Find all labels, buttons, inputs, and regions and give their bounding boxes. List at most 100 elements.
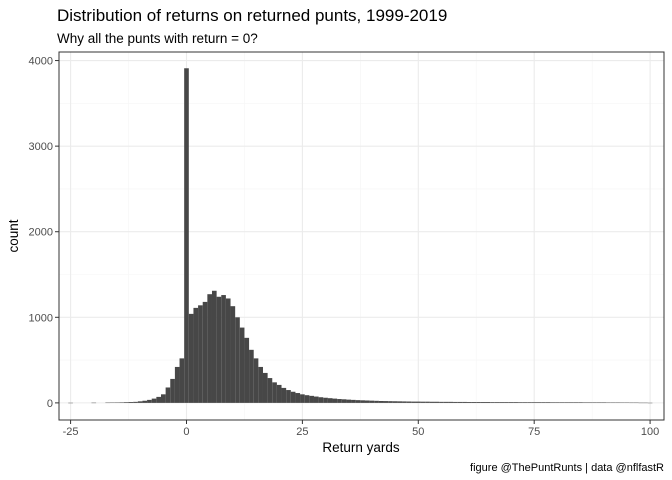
histogram-bar: [179, 358, 185, 403]
histogram-bar: [578, 402, 583, 403]
histogram-bar: [253, 358, 259, 403]
plot-panel: [59, 52, 664, 420]
histogram-bar: [295, 393, 301, 403]
y-tick-label: 3000: [29, 141, 53, 153]
histogram-bar: [216, 296, 222, 403]
histogram-bar: [276, 384, 282, 403]
histogram-bar: [439, 401, 444, 403]
histogram-bar: [402, 401, 407, 403]
x-tick-label: 50: [412, 426, 424, 438]
histogram-bar: [517, 402, 523, 403]
histogram-bar: [290, 391, 296, 403]
histogram-bar: [235, 317, 240, 403]
histogram-bar: [318, 397, 324, 403]
histogram-bar: [541, 402, 546, 403]
histogram-bar: [160, 394, 166, 403]
histogram-bar: [207, 294, 212, 403]
histogram-bar: [309, 395, 314, 403]
histogram-bar: [170, 378, 175, 403]
histogram-bar: [536, 402, 542, 403]
histogram-bar: [346, 399, 352, 403]
y-tick-label: 1000: [29, 312, 53, 324]
histogram-bar: [262, 372, 268, 403]
histogram-bar: [332, 398, 338, 403]
y-tick-label: 0: [47, 398, 53, 410]
histogram-bar: [466, 402, 472, 403]
plot-panel-border: [58, 51, 665, 421]
histogram-bar: [304, 395, 310, 403]
histogram-bar: [193, 307, 199, 403]
histogram-bar: [337, 399, 342, 403]
histogram-bar: [239, 327, 245, 403]
histogram-bar: [490, 402, 495, 403]
histogram-bar: [504, 402, 509, 403]
histogram-bar: [281, 387, 287, 403]
histogram-bar: [221, 295, 226, 403]
histogram-bar: [374, 400, 379, 403]
histogram-bar: [188, 313, 194, 403]
histogram-bar: [225, 298, 231, 403]
histogram-bar: [555, 402, 560, 403]
x-tick-label: 75: [528, 426, 540, 438]
histogram-bar: [156, 396, 161, 403]
histogram-bar: [499, 402, 505, 403]
histogram-bar: [351, 399, 356, 403]
histogram-bar: [429, 401, 435, 403]
histogram-bar: [383, 401, 389, 403]
histogram-bar: [244, 337, 250, 403]
histogram-bar: [128, 402, 134, 403]
histogram-bar: [360, 400, 365, 403]
histogram-bar: [184, 68, 189, 403]
histogram-bar: [522, 402, 528, 403]
histogram-bar: [485, 402, 491, 403]
histogram-bar: [151, 398, 157, 403]
histogram-bar: [133, 401, 138, 403]
x-axis-title: Return yards: [322, 440, 400, 455]
histogram-bar: [550, 402, 556, 403]
chart-caption: figure @ThePuntRunts | data @nflfastR: [470, 462, 664, 474]
histogram-bar: [392, 401, 398, 403]
histogram-bar: [601, 402, 607, 403]
histogram-bar: [198, 305, 203, 403]
histogram-bar: [457, 401, 463, 403]
x-tick-label: 0: [183, 426, 189, 438]
histogram-bar: [559, 402, 565, 403]
histogram-bar: [527, 402, 532, 403]
histogram-bar: [355, 400, 361, 403]
histogram-bar: [582, 402, 588, 403]
y-tick-label: 4000: [29, 56, 53, 68]
x-tick-label: 25: [296, 426, 308, 438]
histogram-bar: [592, 402, 597, 403]
histogram-bar: [443, 401, 449, 403]
histogram-bar: [341, 399, 347, 403]
histogram-bar: [531, 402, 537, 403]
histogram-bars: [68, 68, 653, 404]
x-tick-label: -25: [63, 426, 79, 438]
histogram-bar: [165, 387, 171, 403]
x-tick-label: 100: [641, 426, 659, 438]
histogram-bar: [272, 382, 277, 403]
histogram-bar: [573, 402, 579, 403]
histogram-bar: [364, 400, 370, 403]
histogram-bar: [202, 301, 208, 403]
histogram-bar: [369, 400, 375, 403]
chart-subtitle: Why all the punts with return = 0?: [57, 31, 258, 46]
histogram-bar: [211, 290, 217, 403]
histogram-bar: [323, 397, 328, 403]
histogram-bar: [174, 366, 180, 403]
chart-title: Distribution of returns on returned punt…: [57, 6, 447, 25]
histogram-bar: [388, 401, 393, 403]
histogram-bar: [123, 402, 129, 403]
histogram-bar: [119, 402, 124, 403]
histogram-bar: [462, 401, 467, 403]
histogram-bar: [508, 402, 514, 403]
histogram-bar: [513, 402, 518, 403]
histogram-bar: [564, 402, 569, 403]
y-tick-label: 2000: [29, 227, 53, 239]
y-axis-title: count: [6, 219, 21, 252]
histogram-bar: [142, 400, 148, 403]
histogram-bar: [453, 401, 458, 403]
histogram-bar: [476, 402, 481, 403]
histogram-bar: [300, 394, 305, 403]
